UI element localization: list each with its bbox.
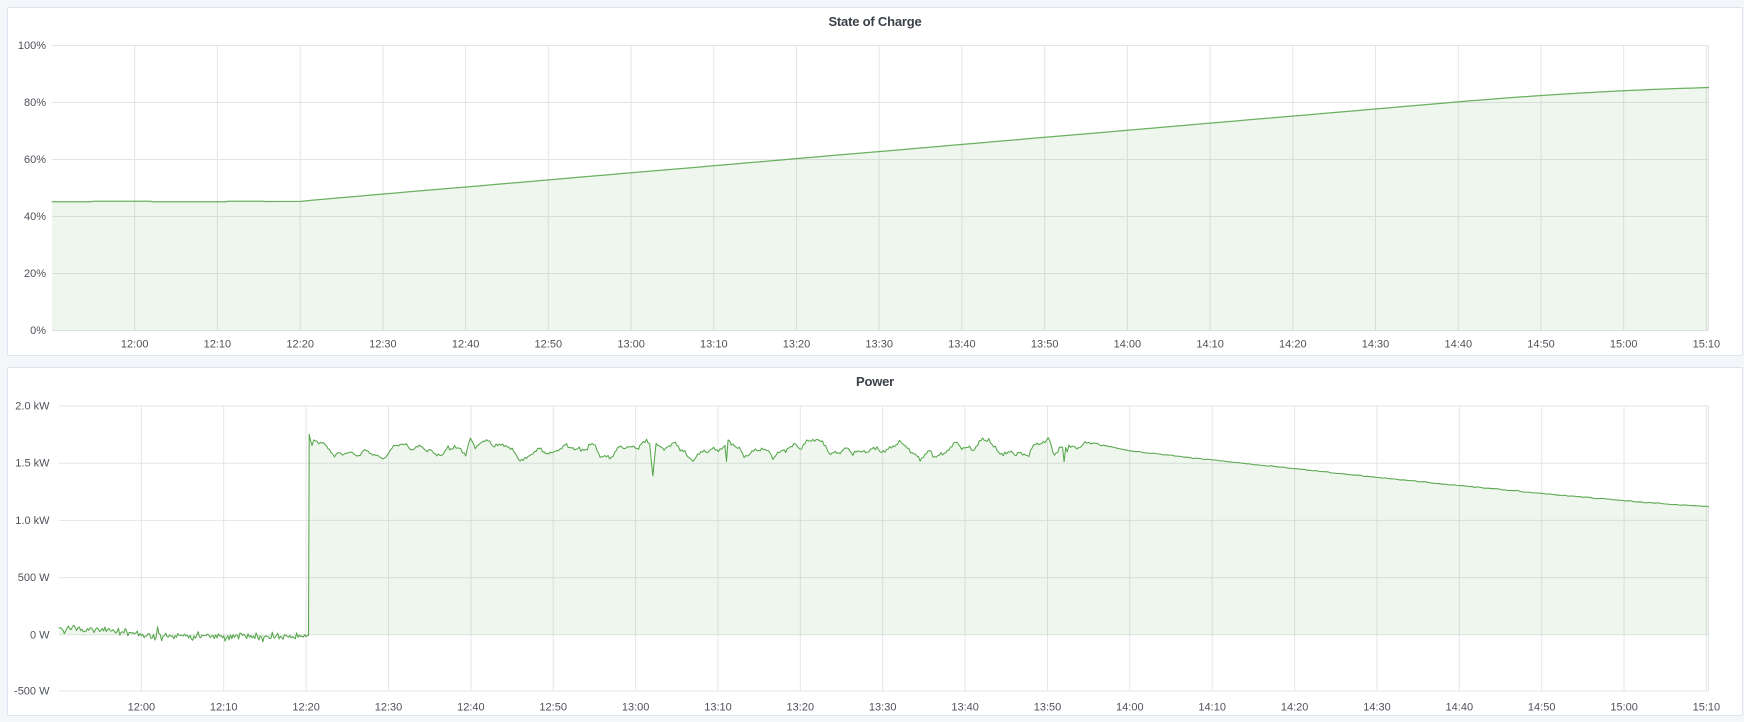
svg-text:2.0 kW: 2.0 kW (15, 401, 50, 413)
svg-text:-500 W: -500 W (14, 686, 50, 698)
svg-text:12:10: 12:10 (204, 339, 232, 351)
svg-text:100%: 100% (18, 40, 46, 52)
svg-text:60%: 60% (24, 154, 46, 166)
svg-text:12:30: 12:30 (369, 339, 397, 351)
svg-text:14:40: 14:40 (1446, 702, 1474, 714)
svg-text:0%: 0% (30, 325, 46, 337)
svg-text:13:00: 13:00 (617, 339, 645, 351)
svg-text:13:40: 13:40 (948, 339, 976, 351)
svg-text:12:10: 12:10 (210, 702, 238, 714)
svg-text:12:50: 12:50 (535, 339, 563, 351)
svg-text:12:00: 12:00 (128, 702, 156, 714)
svg-text:14:20: 14:20 (1281, 702, 1309, 714)
svg-text:13:50: 13:50 (1034, 702, 1062, 714)
svg-text:13:10: 13:10 (700, 339, 728, 351)
svg-text:12:20: 12:20 (292, 702, 320, 714)
svg-text:14:40: 14:40 (1445, 339, 1473, 351)
svg-text:13:30: 13:30 (865, 339, 893, 351)
svg-text:20%: 20% (24, 268, 46, 280)
svg-text:14:30: 14:30 (1363, 702, 1391, 714)
svg-text:14:50: 14:50 (1527, 339, 1555, 351)
svg-text:13:50: 13:50 (1031, 339, 1059, 351)
svg-text:14:20: 14:20 (1279, 339, 1307, 351)
svg-text:13:20: 13:20 (787, 702, 815, 714)
svg-text:14:50: 14:50 (1528, 702, 1556, 714)
svg-text:500 W: 500 W (18, 572, 50, 584)
svg-text:0 W: 0 W (30, 629, 50, 641)
svg-text:1.0 kW: 1.0 kW (15, 515, 50, 527)
svg-text:14:10: 14:10 (1196, 339, 1224, 351)
svg-text:14:00: 14:00 (1116, 702, 1144, 714)
svg-text:13:40: 13:40 (951, 702, 979, 714)
svg-text:1.5 kW: 1.5 kW (15, 458, 50, 470)
svg-text:80%: 80% (24, 97, 46, 109)
svg-text:14:30: 14:30 (1362, 339, 1390, 351)
svg-text:40%: 40% (24, 211, 46, 223)
svg-text:13:10: 13:10 (704, 702, 732, 714)
svg-text:12:40: 12:40 (452, 339, 480, 351)
svg-text:13:30: 13:30 (869, 702, 897, 714)
svg-text:14:10: 14:10 (1198, 702, 1226, 714)
svg-text:12:40: 12:40 (457, 702, 485, 714)
svg-text:12:20: 12:20 (286, 339, 314, 351)
svg-text:15:00: 15:00 (1610, 339, 1638, 351)
svg-text:12:30: 12:30 (375, 702, 403, 714)
svg-text:12:00: 12:00 (121, 339, 149, 351)
svg-text:13:20: 13:20 (783, 339, 811, 351)
svg-text:12:50: 12:50 (539, 702, 567, 714)
svg-text:15:10: 15:10 (1693, 702, 1721, 714)
svg-text:15:10: 15:10 (1693, 339, 1721, 351)
svg-text:13:00: 13:00 (622, 702, 650, 714)
svg-text:15:00: 15:00 (1610, 702, 1638, 714)
svg-text:14:00: 14:00 (1114, 339, 1142, 351)
